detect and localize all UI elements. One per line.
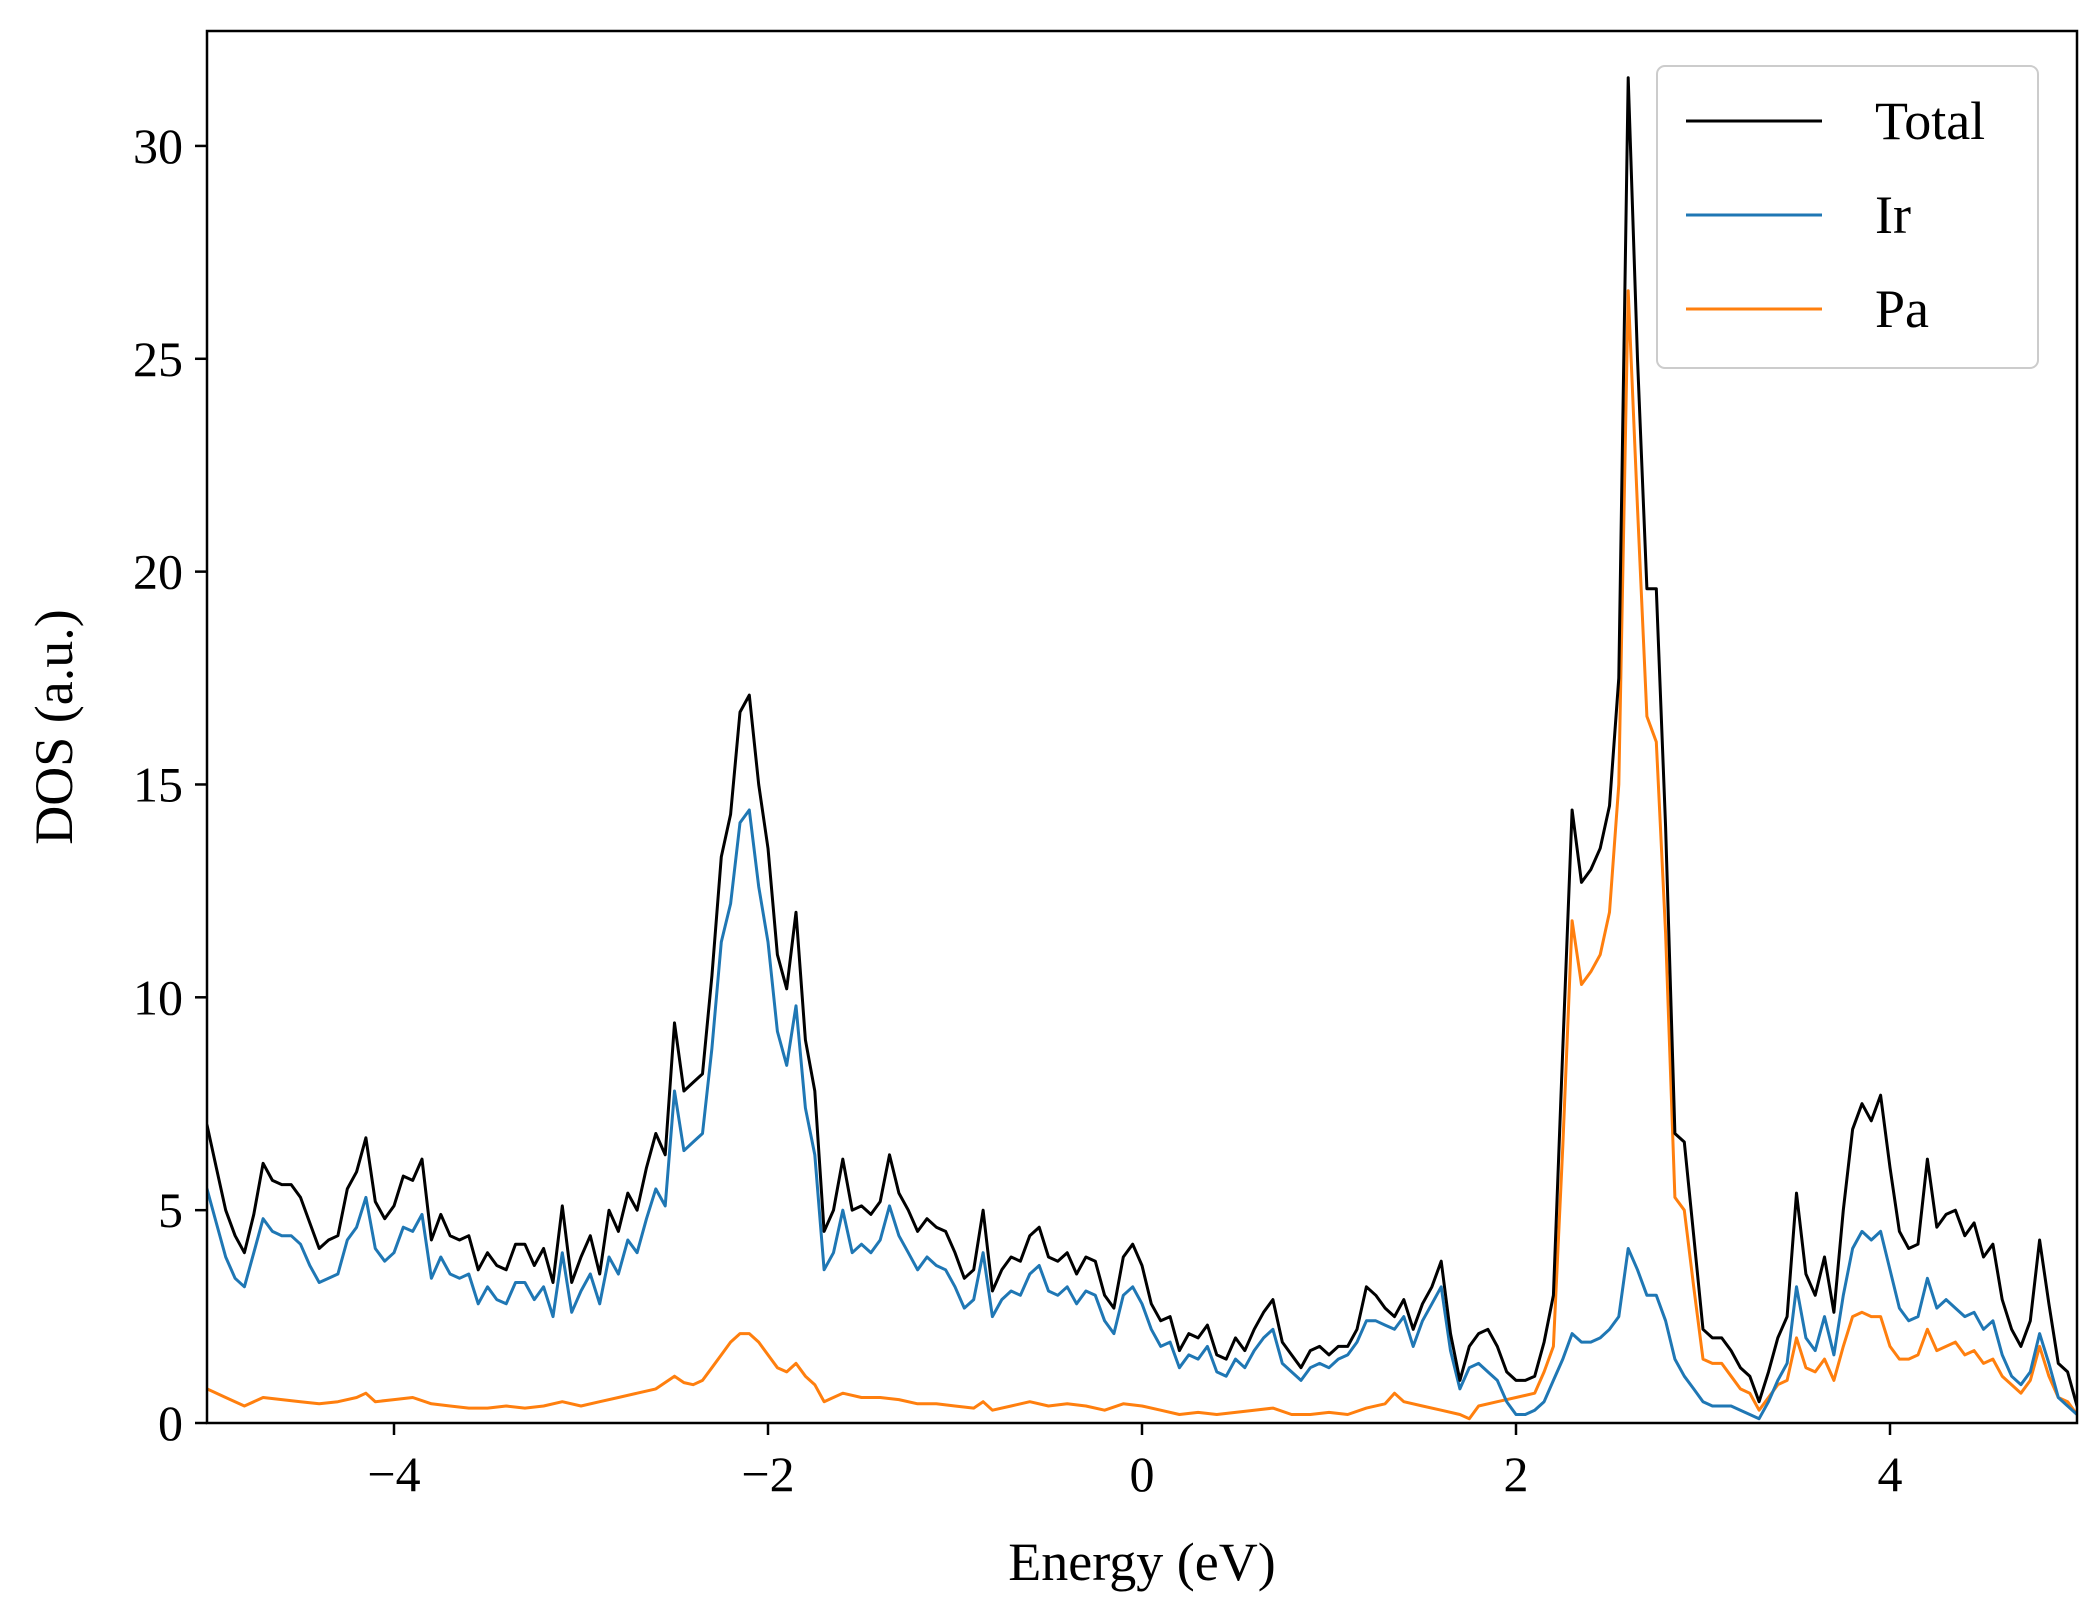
y-tick-label: 20: [133, 544, 183, 600]
y-axis-label: DOS (a.u.): [24, 609, 84, 844]
y-tick-label: 30: [133, 118, 183, 174]
series-line-ir: [207, 808, 2077, 1421]
y-tick-label: 25: [133, 331, 183, 387]
y-tick-label: 15: [133, 756, 183, 812]
legend-box: [1656, 65, 2039, 369]
x-axis-label: Energy (eV): [1008, 1532, 1275, 1592]
series-line-total: [207, 76, 2077, 1408]
series-line-pa: [207, 289, 2077, 1421]
legend: Total Ir Pa: [1656, 65, 2039, 369]
legend-label-pa: Pa: [1875, 279, 1929, 339]
plot-frame: [205, 29, 2079, 1425]
y-tick-label: 5: [158, 1182, 183, 1238]
y-tick-label: 10: [133, 969, 183, 1025]
x-tick-label: −2: [741, 1446, 794, 1502]
x-tick-label: 0: [1130, 1446, 1155, 1502]
y-tick-label: 0: [158, 1395, 183, 1451]
y-axis-ticks: 0 5 10 15 20 25 30: [133, 118, 207, 1451]
legend-label-ir: Ir: [1875, 185, 1911, 245]
legend-label-total: Total: [1875, 91, 1985, 151]
x-tick-label: −4: [367, 1446, 420, 1502]
series-layer: [207, 76, 2077, 1421]
x-axis-ticks: −4 −2 0 2 4: [367, 1423, 1903, 1502]
x-tick-label: 2: [1504, 1446, 1529, 1502]
x-tick-label: 4: [1878, 1446, 1903, 1502]
